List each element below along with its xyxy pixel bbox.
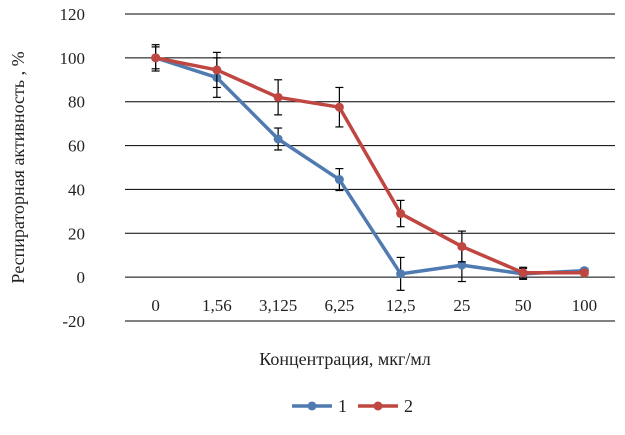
legend-label: 2 [404,396,413,416]
x-tick-label: 25 [453,296,470,315]
legend-label: 1 [338,396,347,416]
data-point [273,134,283,144]
series-group [151,44,589,291]
y-tick-label: 20 [68,224,85,243]
x-tick-label: 100 [572,296,598,315]
x-axis-title: Концентрация, мкг/мл [259,349,431,369]
data-point [518,268,528,278]
legend-marker [307,401,317,411]
x-tick-label: 0 [151,296,160,315]
series-line [155,56,585,276]
y-tick-label: -20 [62,312,85,331]
y-tick-label: 100 [60,49,86,68]
data-point [334,175,344,185]
x-tick-label: 50 [515,296,532,315]
series-line [155,56,585,275]
data-point [212,65,222,75]
gridlines [125,13,615,322]
x-axis-tick-labels: 0 1,56 3,125 6,25 12,5 25 50 100 [151,296,597,315]
data-point [334,102,344,112]
data-point [151,53,161,63]
legend-item-2: 2 [358,396,413,416]
x-tick-label: 3,125 [259,296,297,315]
y-axis-tick-labels: -20 0 20 40 60 80 100 120 [60,5,86,331]
x-tick-label: 12,5 [386,296,416,315]
y-tick-label: 40 [68,180,85,199]
legend-marker [373,401,383,411]
x-tick-label: 1,56 [202,296,232,315]
data-point [457,260,467,270]
x-tick-label: 6,25 [325,296,355,315]
y-tick-label: 80 [68,93,85,112]
data-point [396,269,406,279]
data-point [396,209,406,219]
legend-item-1: 1 [292,396,347,416]
series-2 [151,44,589,279]
y-tick-label: 120 [60,5,86,24]
y-tick-label: 60 [68,137,85,156]
y-axis-title: Респираторная активность , % [8,51,28,283]
data-point [273,92,283,102]
y-tick-label: 0 [77,268,86,287]
data-point [579,268,589,278]
data-point [457,241,467,251]
